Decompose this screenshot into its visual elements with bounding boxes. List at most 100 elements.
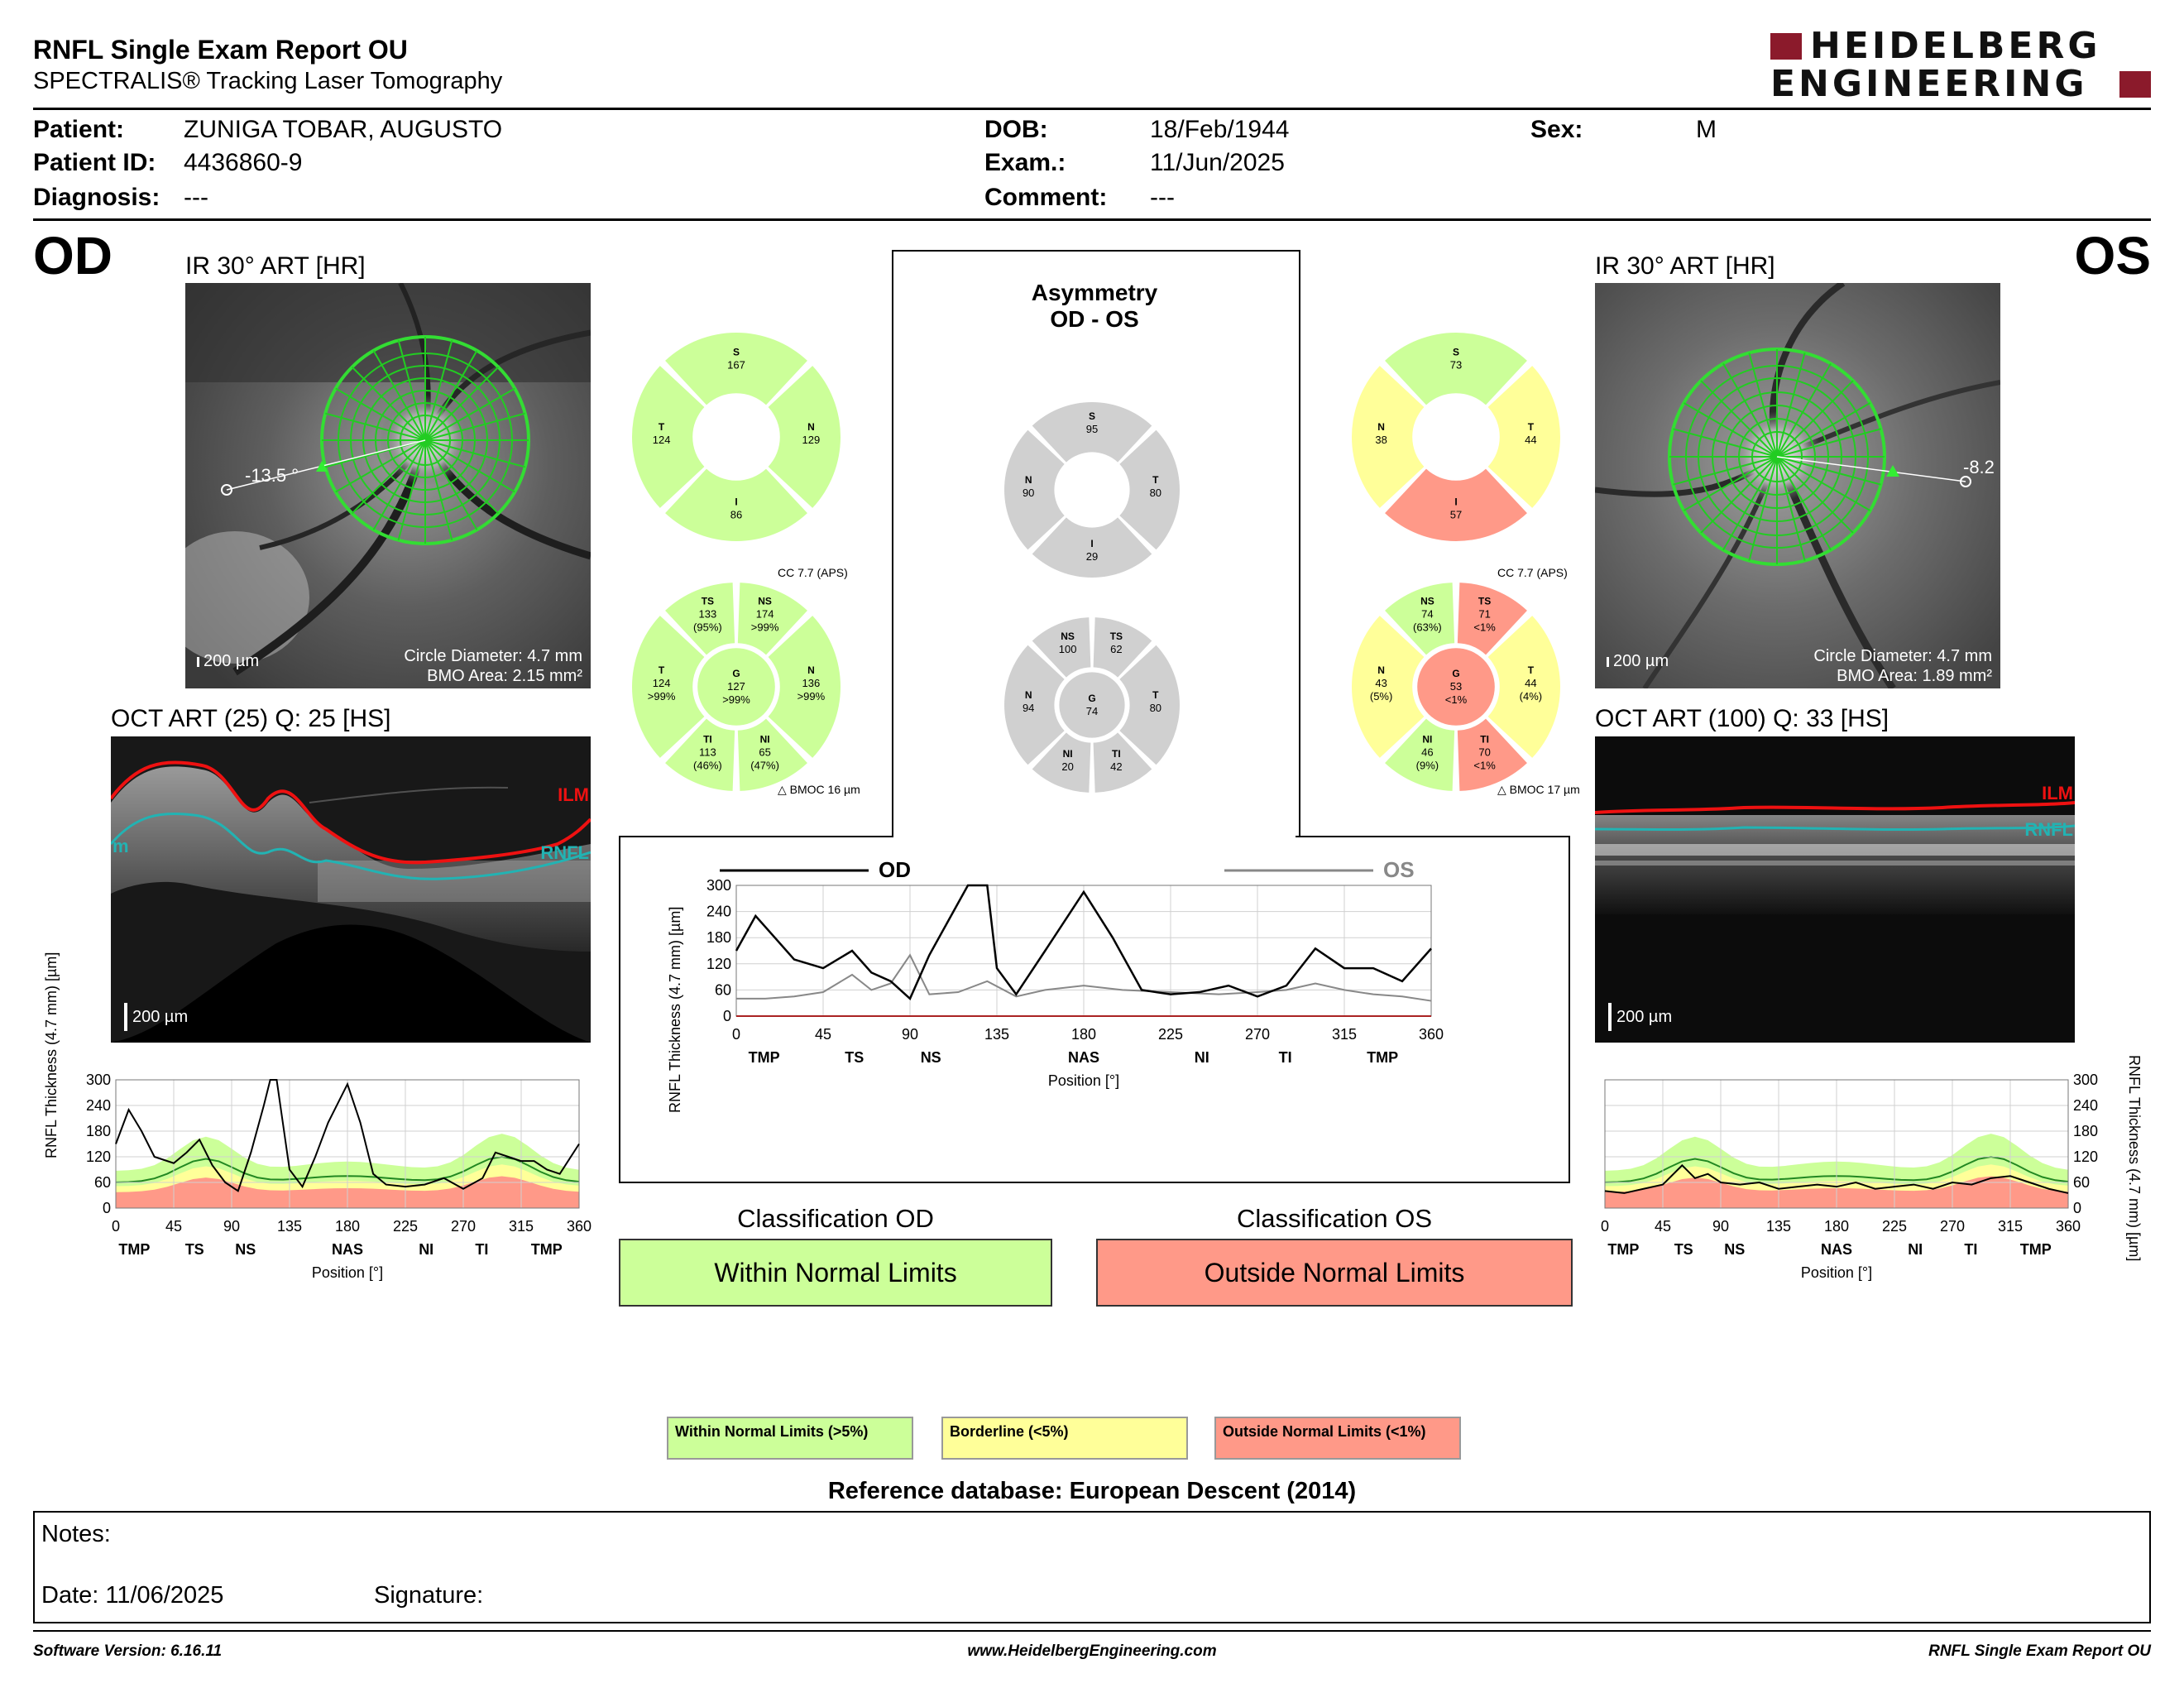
- legend-borderline: Borderline (<5%): [941, 1417, 1188, 1460]
- os-sector6-chart: NS 74 (63%) TS 71 <1% T 44 (4%) TI 70 <1% NI 46 (9%) N 4…: [1348, 579, 1564, 794]
- os-bmo-delta: △ BMOC 17 µm: [1497, 783, 1580, 796]
- sector-axis-label: NI: [419, 1241, 433, 1258]
- asymmetry-line-svg: 300 240 180 120 60 00 45 90 135 180 225 270 315 360 TM…: [706, 857, 1444, 1089]
- sector-label: (47%): [750, 760, 779, 772]
- scan-spoke: [424, 439, 478, 530]
- sector-n: [1352, 366, 1425, 508]
- sector-global: [1417, 648, 1495, 726]
- sector-label: T: [1152, 474, 1159, 486]
- scan-spoke: [325, 412, 426, 441]
- x-tick: 315: [1998, 1218, 2023, 1235]
- classification-os-value: Outside Normal Limits: [1204, 1257, 1465, 1288]
- sector-label: 70: [1478, 746, 1490, 759]
- scan-spoke: [351, 366, 426, 441]
- sector-label: T: [659, 421, 665, 433]
- exam-value: 11/Jun/2025: [1150, 149, 1285, 176]
- x-tick: 0: [1601, 1218, 1609, 1235]
- od-bscan-svg: [111, 736, 591, 1043]
- scan-spoke: [1683, 456, 1778, 511]
- os-thickness-line: [1604, 1163, 2069, 1194]
- sector-ts: [1457, 583, 1527, 655]
- y-tick: 120: [706, 956, 731, 972]
- x-axis-label: Position [°]: [312, 1264, 383, 1281]
- exam-label: Exam.:: [984, 149, 1066, 176]
- y-tick: 120: [2073, 1149, 2098, 1165]
- sector-label: I: [1090, 538, 1093, 549]
- comment-label: Comment:: [984, 184, 1108, 211]
- footer-rule: [33, 1630, 2151, 1632]
- scan-spoke: [1673, 428, 1778, 458]
- y-tick: 300: [2073, 1072, 2098, 1088]
- scan-spoke: [424, 350, 478, 441]
- sector-label: TI: [1480, 734, 1489, 746]
- reference-database: Reference database: European Descent (20…: [827, 1478, 1357, 1504]
- sector-label: 124: [653, 434, 671, 446]
- sector-label: 100: [1059, 643, 1077, 655]
- sector-global: [1059, 672, 1125, 738]
- scan-spoke: [1673, 456, 1778, 486]
- patient-name: ZUNIGA TOBAR, AUGUSTO: [184, 116, 503, 143]
- sector-label: TI: [703, 734, 712, 746]
- sector-t: [1487, 616, 1560, 758]
- sector-axis-label: TI: [475, 1241, 488, 1258]
- os-profile-chart: 300 240 180 120 60 0 0 45 90 135 180 225 270 315 360 TM…: [1580, 1063, 2151, 1303]
- od-eye-label: OD: [33, 226, 113, 285]
- x-tick: 180: [335, 1218, 360, 1235]
- od-bscan-image: ILM RNFL m 200 µm: [111, 736, 591, 1043]
- brand-logo: HEIDELBERG ENGINEERING: [1770, 28, 2151, 104]
- scan-spoke: [424, 340, 453, 441]
- x-tick: 270: [451, 1218, 476, 1235]
- classification-os-box: Outside Normal Limits: [1096, 1239, 1573, 1307]
- sector-ns: [737, 583, 807, 655]
- sector-s: [1032, 402, 1152, 463]
- sector-label: 95: [1086, 423, 1098, 435]
- y-tick: 240: [706, 904, 731, 920]
- y-tick: 0: [2073, 1200, 2081, 1216]
- od-bmo-delta: △ BMOC 16 µm: [778, 783, 860, 796]
- sector-ni: [737, 718, 807, 791]
- sector-axis-label: NS: [921, 1049, 941, 1066]
- sector-label: 73: [1450, 359, 1462, 372]
- sector-label: S: [733, 347, 740, 358]
- patient-rule: [33, 218, 2151, 221]
- scan-spoke: [424, 366, 500, 441]
- sector-n: [1004, 645, 1065, 765]
- asym-sector4-chart: S 95 T 80 I 29 N 90: [1001, 399, 1183, 581]
- classification-od-value: Within Normal Limits: [714, 1257, 957, 1288]
- sector-label: N: [807, 664, 815, 676]
- patient-id-label: Patient ID:: [33, 149, 156, 176]
- os-fundus-scale: 200 µm: [1613, 652, 1669, 670]
- od-ilm-label: ILM: [558, 784, 589, 805]
- sector-label: 174: [756, 607, 774, 620]
- sector-label: N: [807, 421, 815, 433]
- scan-spoke: [1776, 456, 1806, 561]
- scan-spoke: [424, 412, 525, 441]
- sector-label: N: [1025, 474, 1032, 486]
- scan-spoke: [424, 387, 515, 441]
- asymmetry-subtitle: OD - OS: [1050, 306, 1139, 332]
- website-url[interactable]: www.HeidelbergEngineering.com: [967, 1642, 1217, 1660]
- od-ir-title: IR 30° ART [HR]: [185, 252, 366, 280]
- sector-label: >99%: [797, 690, 826, 703]
- scan-spoke: [1722, 362, 1778, 458]
- od-sector6-chart: TS 133 (95%) NS 174 >99% N 136 >99% NI 65 (47%) TI 11…: [629, 579, 844, 794]
- sector-label: TI: [1112, 748, 1121, 760]
- sector-global-label: 74: [1086, 705, 1098, 717]
- software-version: Software Version: 6.16.11: [33, 1642, 223, 1660]
- os-fundus-svg: [1595, 283, 2000, 688]
- notes-box[interactable]: [33, 1511, 2151, 1623]
- x-tick: 180: [1071, 1026, 1096, 1043]
- sector-axis-label: TMP: [118, 1241, 150, 1258]
- x-tick: 225: [393, 1218, 418, 1235]
- os-circle-diameter: Circle Diameter: 4.7 mm: [1813, 647, 1992, 665]
- x-tick: 360: [1419, 1026, 1444, 1043]
- asymmetry-line-chart: 300 240 180 120 60 0 0 45 90 135 180 225 270 315 360 TM…: [645, 852, 1473, 1125]
- x-tick: 270: [1940, 1218, 1965, 1235]
- x-tick: 225: [1882, 1218, 1907, 1235]
- x-tick: 135: [277, 1218, 302, 1235]
- os-angle-label: -8.2: [1963, 457, 1995, 477]
- od-rnfl-left-label: m: [113, 836, 129, 856]
- sector-label: 62: [1110, 643, 1122, 655]
- y-tick: 0: [103, 1200, 111, 1216]
- date-label: Date: 11/06/2025: [41, 1582, 224, 1609]
